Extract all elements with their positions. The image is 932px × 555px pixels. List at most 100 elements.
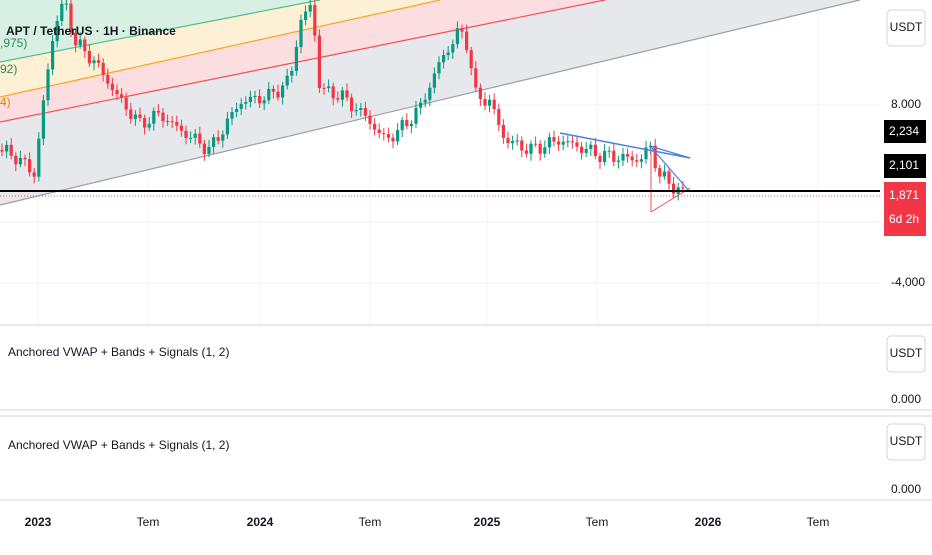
candle-body xyxy=(184,130,188,139)
badge-label: 1,871 xyxy=(889,188,919,202)
symbol-title: APT / TetherUS · 1H · Binance xyxy=(6,24,176,38)
candle-body xyxy=(382,133,386,135)
candle-body xyxy=(432,73,436,88)
candle-body xyxy=(83,39,87,52)
candle-body xyxy=(515,140,519,142)
candle-body xyxy=(101,62,105,75)
candle-body xyxy=(133,114,137,120)
candle-body xyxy=(593,144,597,156)
candle-body xyxy=(547,137,551,148)
candle-body xyxy=(658,168,662,177)
candle-body xyxy=(14,155,18,165)
candle-body xyxy=(377,129,381,134)
candle-body xyxy=(469,50,473,69)
candle-body xyxy=(156,110,160,113)
candle-body xyxy=(557,141,561,145)
candle-body xyxy=(285,75,289,86)
candle-body xyxy=(331,86,335,99)
candle-body xyxy=(207,146,211,154)
candle-body xyxy=(506,137,510,144)
candle-body xyxy=(354,110,358,112)
legend-item: ,975) xyxy=(0,36,27,50)
candle-body xyxy=(575,142,579,147)
candle-body xyxy=(152,110,156,124)
currency-button[interactable] xyxy=(886,335,926,373)
candle-body xyxy=(46,69,50,101)
candle-body xyxy=(225,118,229,135)
candle-body xyxy=(37,138,41,177)
candle-body xyxy=(143,117,147,128)
candle-body xyxy=(621,154,625,161)
candle-body xyxy=(405,120,409,127)
candle-body xyxy=(635,160,639,162)
candle-body xyxy=(584,148,588,153)
candle-body xyxy=(460,28,464,32)
candle-body xyxy=(644,147,648,160)
candle-body xyxy=(359,107,363,111)
candle-body xyxy=(267,88,271,101)
candle-body xyxy=(120,94,124,98)
y-tick-label: 0.000 xyxy=(891,482,921,496)
trend-line xyxy=(649,145,691,159)
candle-body xyxy=(175,121,179,126)
candle-body xyxy=(248,96,252,103)
candle-body xyxy=(327,86,331,89)
currency-button[interactable] xyxy=(886,9,926,47)
legend-item: 4) xyxy=(0,95,11,109)
candle-body xyxy=(74,32,78,46)
candle-body xyxy=(414,107,418,124)
candle-body xyxy=(386,134,390,138)
badge-label: 2,234 xyxy=(889,124,919,138)
candle-body xyxy=(373,123,377,130)
candle-body xyxy=(32,172,36,177)
candle-body xyxy=(322,87,326,89)
y-tick-label: 8.000 xyxy=(891,97,921,111)
currency-label: USDT xyxy=(890,20,923,34)
candle-body xyxy=(340,90,344,100)
candle-body xyxy=(198,133,202,144)
candle-body xyxy=(474,68,478,88)
candle-body xyxy=(368,115,372,124)
candle-body xyxy=(336,98,340,100)
candle-body xyxy=(5,144,9,152)
candle-body xyxy=(166,121,170,123)
candle-body xyxy=(428,87,432,100)
candle-body xyxy=(271,88,275,92)
candle-body xyxy=(170,121,174,123)
candle-body xyxy=(304,11,308,20)
candle-body xyxy=(64,3,68,5)
candle-body xyxy=(612,150,616,162)
x-tick-label: Tem xyxy=(586,515,609,529)
x-tick-label: Tem xyxy=(137,515,160,529)
candle-body xyxy=(138,114,142,118)
candle-body xyxy=(55,20,59,42)
candle-body xyxy=(9,144,13,156)
candle-body xyxy=(124,97,128,110)
candle-body xyxy=(0,150,4,152)
trend-line xyxy=(649,145,691,193)
candle-body xyxy=(290,70,294,76)
candle-body xyxy=(442,55,446,63)
candle-body xyxy=(193,133,197,138)
x-tick-label: 2025 xyxy=(474,515,501,529)
candle-body xyxy=(299,19,303,47)
currency-button[interactable] xyxy=(886,423,926,461)
candle-body xyxy=(87,51,91,64)
candle-body xyxy=(681,187,685,189)
candle-body xyxy=(276,91,280,98)
level-line xyxy=(0,0,441,98)
candle-body xyxy=(60,3,64,21)
candle-body xyxy=(589,144,593,149)
candle-body xyxy=(501,124,505,138)
candle-body xyxy=(258,95,262,104)
candle-body xyxy=(580,146,584,153)
y-tick-label: 0.000 xyxy=(891,392,921,406)
candle-body xyxy=(202,143,206,154)
candle-body xyxy=(478,87,482,99)
candle-body xyxy=(400,120,404,131)
candle-body xyxy=(543,147,547,154)
candle-body xyxy=(189,137,193,139)
candle-body xyxy=(239,103,243,109)
candle-body xyxy=(607,150,611,152)
